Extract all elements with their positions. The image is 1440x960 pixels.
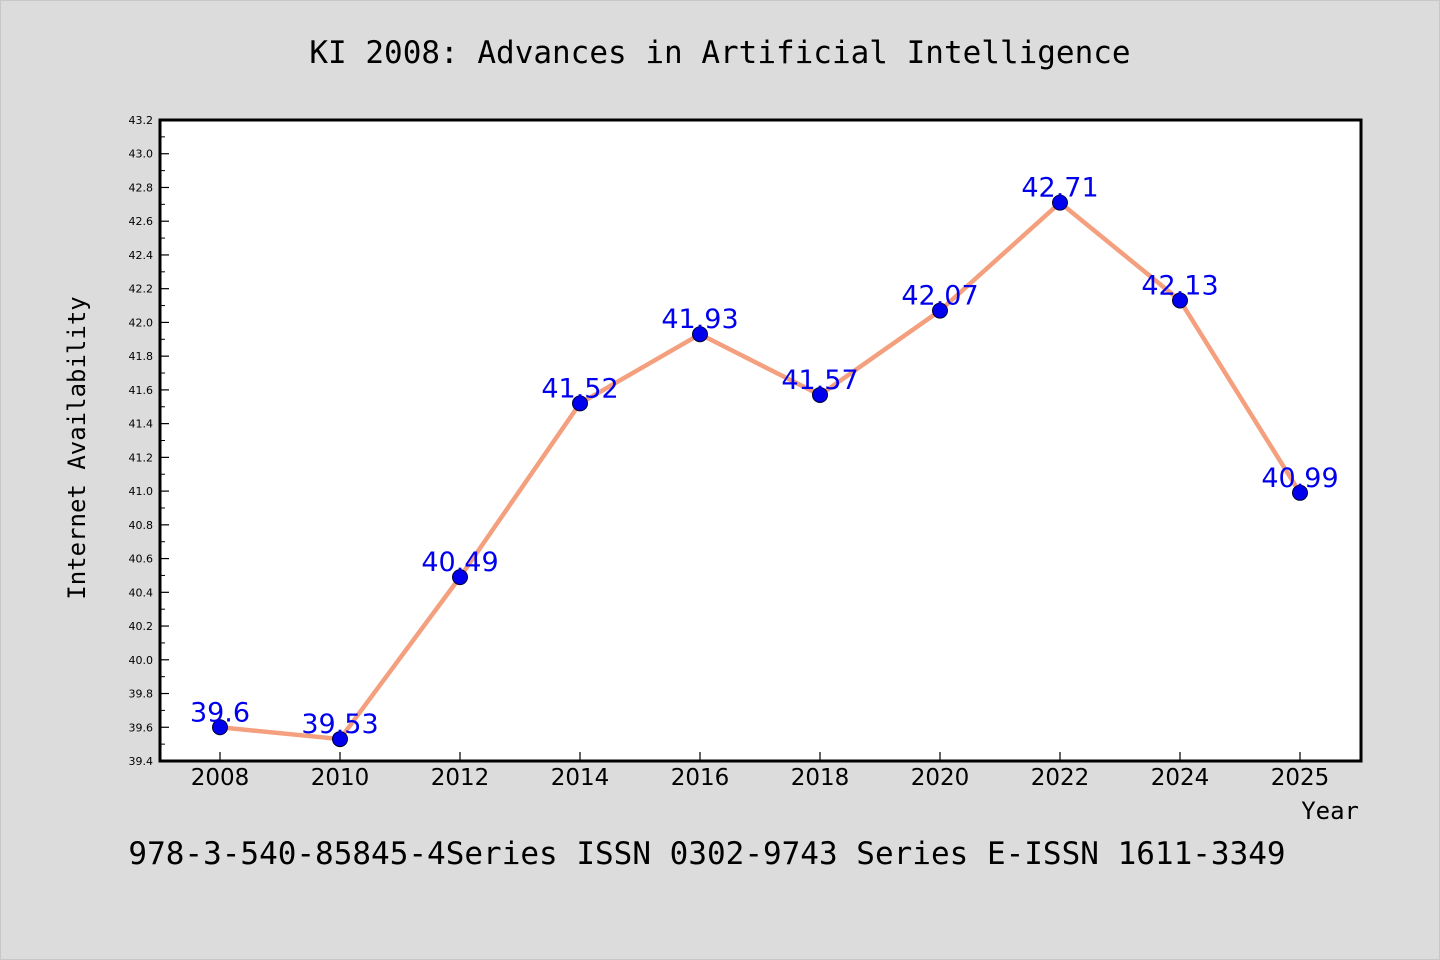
y-tick-label: 42.6	[129, 215, 154, 228]
data-point-marker	[572, 395, 588, 412]
y-tick-label: 41.4	[129, 418, 154, 431]
x-tick-label: 2012	[431, 765, 490, 791]
y-tick-label: 39.8	[129, 688, 154, 701]
x-tick-label: 2010	[311, 765, 370, 791]
plot-area	[158, 118, 1363, 763]
data-point-marker	[812, 386, 828, 403]
y-tick-label: 40.2	[129, 620, 154, 633]
y-tick-label: 39.6	[129, 721, 154, 734]
y-tick-label: 41.0	[129, 485, 154, 498]
series-line	[219, 200, 1302, 742]
data-label: 42.71	[1021, 173, 1098, 204]
x-tick-label: 2020	[911, 765, 970, 791]
y-tick-label: 43.2	[129, 114, 154, 127]
data-label: 40.49	[421, 547, 498, 578]
data-point-marker	[452, 569, 468, 586]
series-line-group	[212, 194, 1308, 748]
data-label: 39.6	[190, 697, 250, 728]
y-tick-label: 42.0	[129, 316, 154, 329]
data-point-marker	[932, 302, 948, 319]
y-tick-label: 40.6	[129, 553, 154, 566]
y-tick-label: 40.0	[129, 654, 154, 667]
y-tick-label: 41.6	[129, 384, 154, 397]
data-point-marker	[1172, 292, 1188, 309]
y-tick-label: 42.2	[129, 283, 154, 296]
data-label: 41.93	[661, 304, 738, 335]
data-label: 42.13	[1141, 270, 1218, 301]
y-tick-label: 43.0	[129, 148, 154, 161]
x-tick-label: 2018	[791, 765, 850, 791]
y-tick-label: 40.8	[129, 519, 154, 532]
data-label: 39.53	[301, 709, 378, 740]
x-tick-label: 2016	[671, 765, 730, 791]
x-tick-label: 2025	[1271, 765, 1330, 791]
footer-isbn-text: 978-3-540-85845-4Series ISSN 0302-9743 S…	[128, 836, 1285, 872]
data-label: 41.57	[781, 365, 858, 396]
chart-title: KI 2008: Advances in Artificial Intellig…	[309, 35, 1130, 71]
y-tick-label: 42.8	[129, 181, 154, 194]
data-label: 42.07	[901, 281, 978, 312]
y-axis-label: Internet Availability	[63, 296, 91, 599]
x-tick-label: 2022	[1031, 765, 1090, 791]
y-axis-ticks: 39.4 39.6 39.8 40.0 40.2 40.4 40.6 40.8 41.0 41.2…	[129, 114, 169, 768]
x-axis-ticks: 2008 2010 2012 2014 2016 2018 2020 2022 2024 2025	[191, 752, 1330, 791]
y-tick-label: 40.4	[129, 586, 154, 599]
y-tick-label: 39.4	[129, 755, 154, 768]
data-point-marker	[1052, 194, 1068, 211]
data-point-marker	[1292, 484, 1308, 501]
data-point-marker	[332, 731, 348, 748]
data-label: 40.99	[1261, 463, 1338, 494]
data-label: 41.52	[541, 373, 618, 404]
x-axis-label: Year	[1301, 797, 1359, 825]
y-tick-label: 41.8	[129, 350, 154, 363]
y-tick-label: 41.2	[129, 451, 154, 464]
x-tick-label: 2024	[1151, 765, 1210, 791]
x-tick-label: 2008	[191, 765, 250, 791]
data-labels-group: 39.6 39.53 40.49 41.52 41.93 41.57 42.07 42.71 4…	[190, 173, 1339, 740]
x-tick-label: 2014	[551, 765, 610, 791]
y-tick-label: 42.4	[129, 249, 154, 262]
data-point-marker	[212, 719, 228, 736]
data-point-marker	[692, 326, 708, 343]
